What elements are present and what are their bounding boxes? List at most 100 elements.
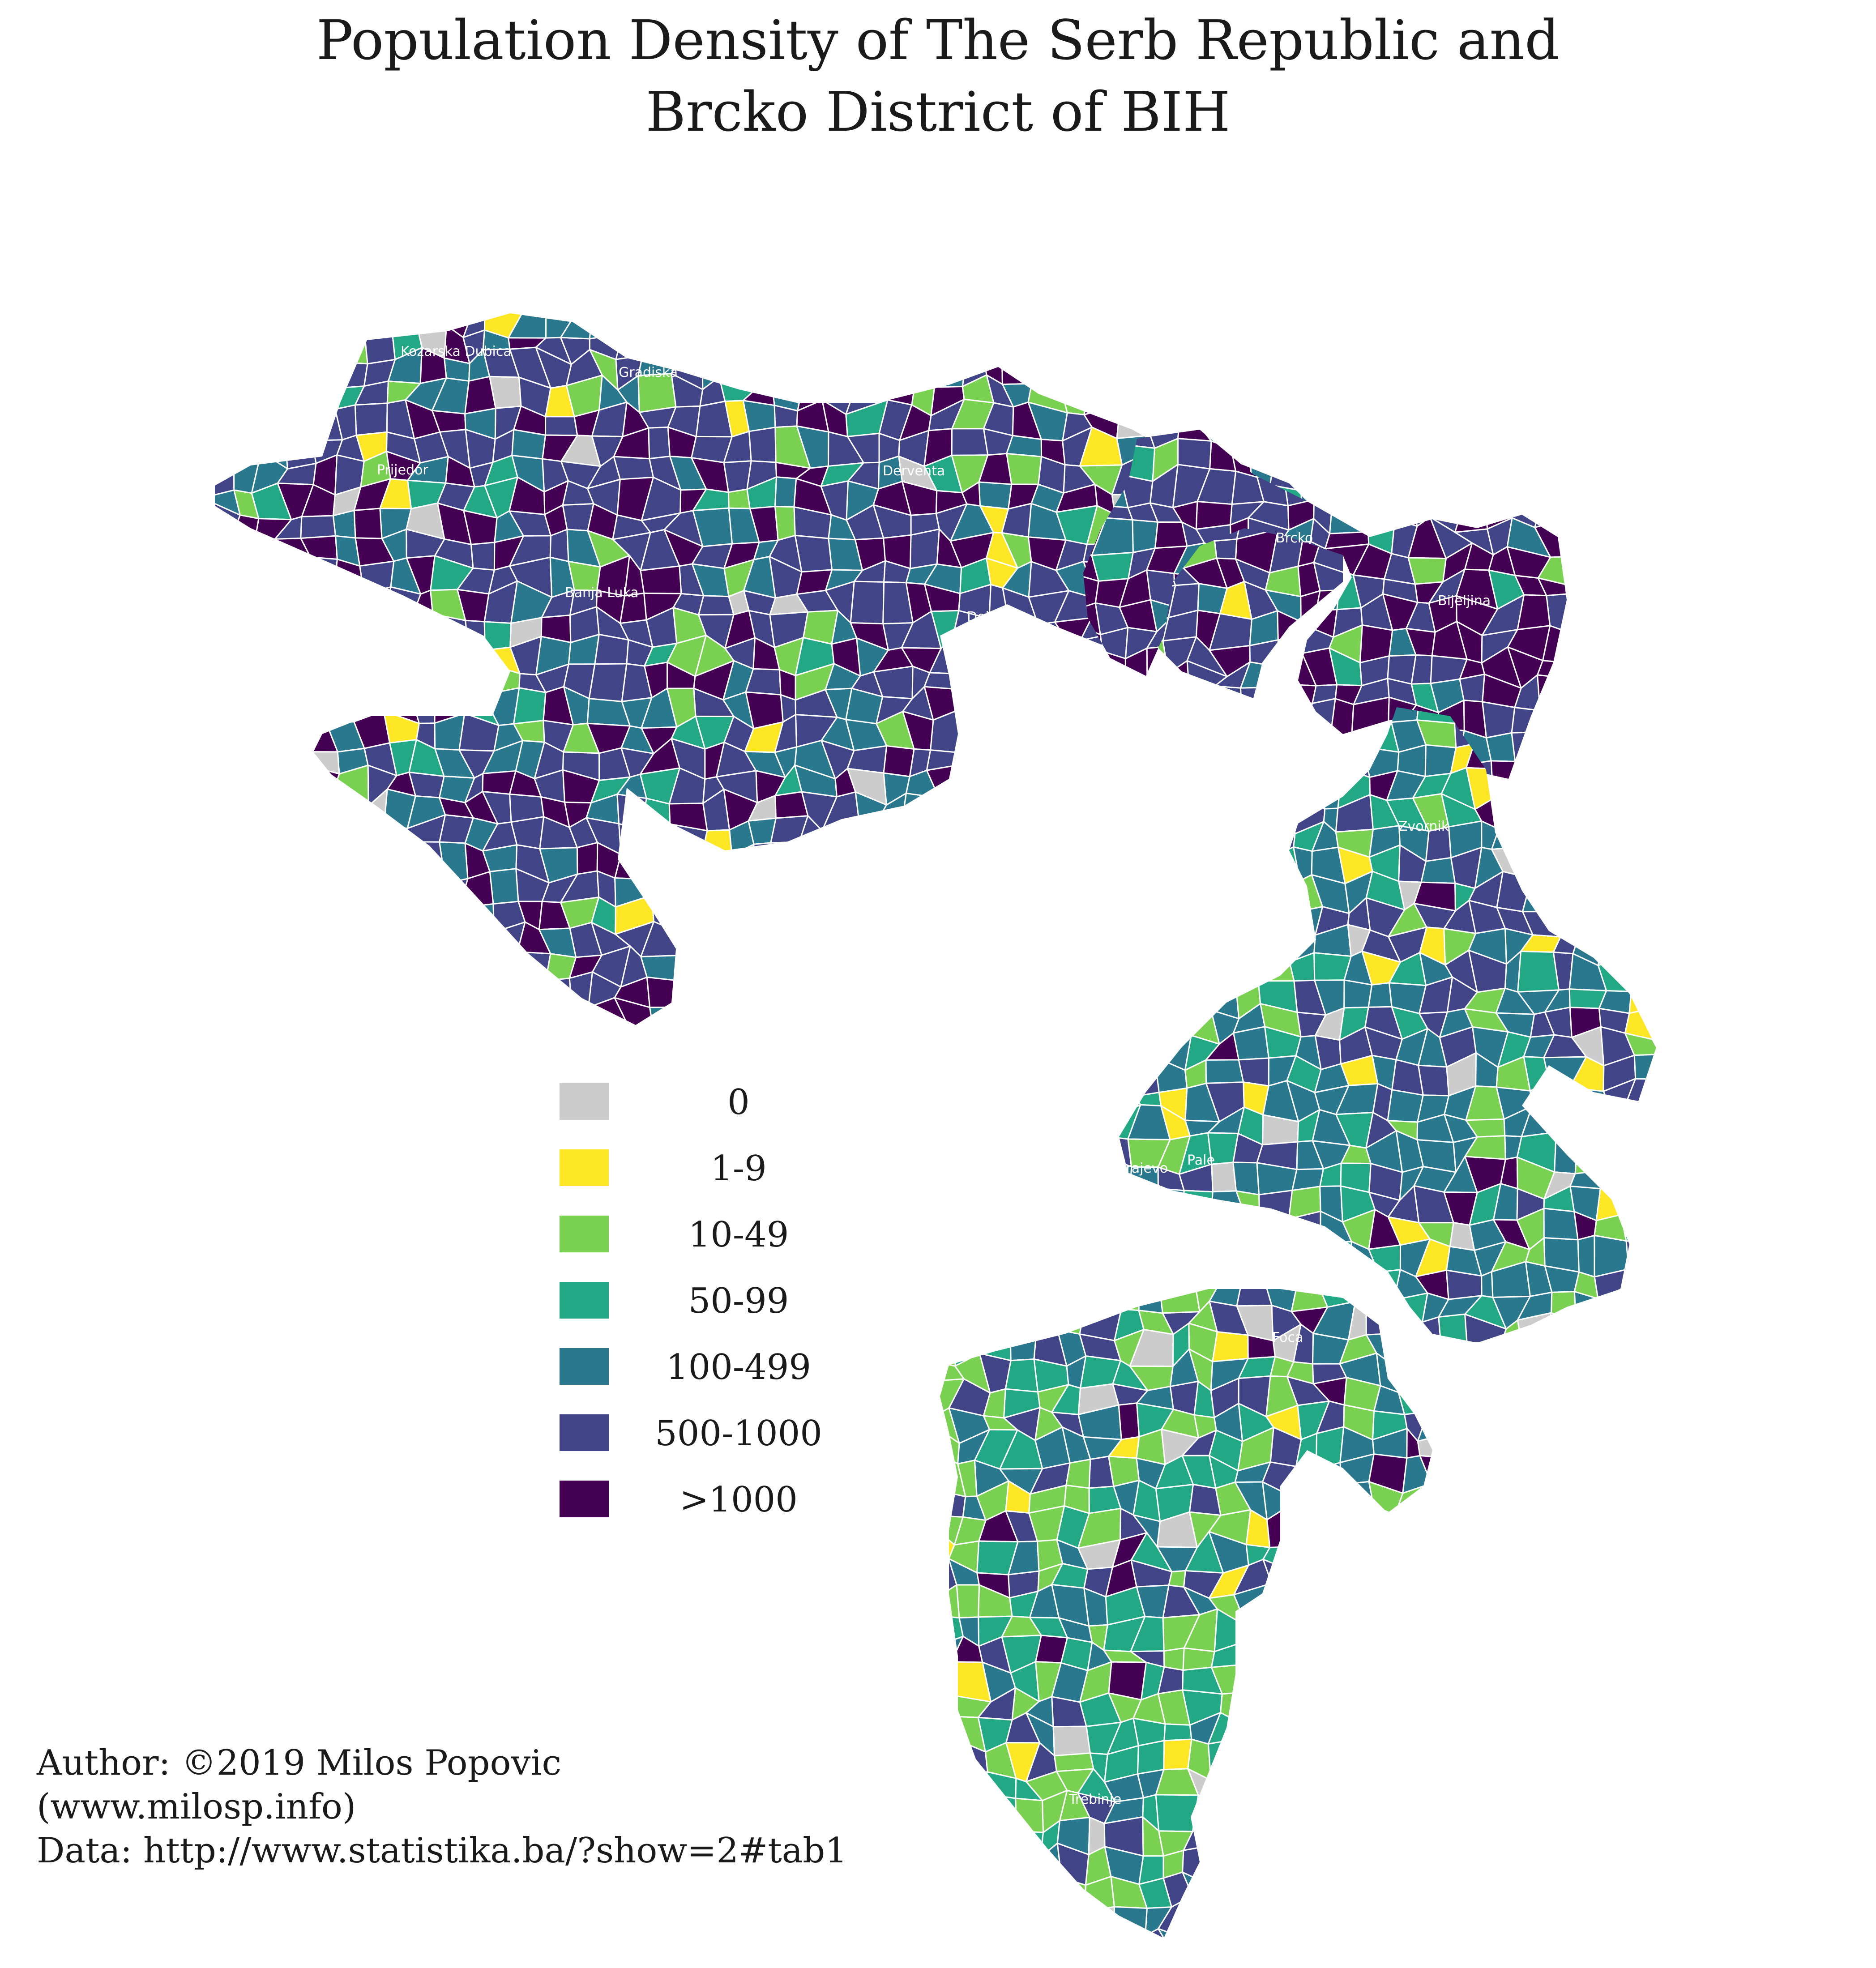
- municipality-region: [1551, 820, 1578, 860]
- municipality-region: [1213, 717, 1250, 760]
- municipality-region: [1598, 875, 1629, 901]
- municipality-region: [312, 1005, 344, 1025]
- municipality-region: [278, 374, 316, 405]
- municipality-region: [222, 403, 267, 430]
- municipality-region: [510, 978, 547, 1007]
- municipality-region: [252, 687, 291, 721]
- municipality-region: [225, 924, 257, 961]
- municipality-region: [1653, 1265, 1656, 1301]
- municipality-region: [1265, 926, 1294, 961]
- municipality-region: [1414, 1482, 1432, 1522]
- municipality-region: [215, 399, 225, 441]
- municipality-region: [1261, 896, 1301, 930]
- municipality-region: [1572, 502, 1596, 530]
- municipality-region: [992, 764, 1013, 806]
- municipality-region: [276, 742, 311, 774]
- municipality-region: [1028, 1842, 1062, 1878]
- municipality-region: [769, 333, 798, 366]
- municipality-region: [746, 921, 785, 962]
- municipality-region: [1250, 434, 1277, 465]
- municipality-region: [594, 634, 629, 665]
- municipality-region: [1365, 1530, 1407, 1565]
- municipality-region: [1454, 1753, 1483, 1775]
- municipality-region: [1257, 961, 1295, 982]
- municipality-region: [1013, 1023, 1046, 1025]
- municipality-region: [1189, 354, 1225, 386]
- legend-item: 10-49: [560, 1216, 873, 1256]
- municipality-region: [1302, 445, 1331, 478]
- municipality-region: [1365, 1505, 1407, 1543]
- municipality-region: [1451, 1532, 1477, 1574]
- municipality-region: [1119, 948, 1143, 993]
- municipality-region: [1298, 1690, 1326, 1727]
- municipality-region: [1206, 759, 1235, 779]
- municipality-region: [1085, 831, 1116, 857]
- municipality-region: [1620, 1107, 1656, 1147]
- municipality-region: [1267, 713, 1305, 747]
- municipality-region: [1000, 1289, 1038, 1300]
- municipality-region: [1652, 925, 1656, 961]
- municipality-region: [226, 1030, 265, 1063]
- municipality-region: [852, 930, 889, 960]
- municipality-region: [1001, 819, 1041, 849]
- municipality-region: [511, 429, 547, 460]
- municipality-region: [222, 595, 257, 617]
- municipality-region: [280, 684, 316, 721]
- municipality-region: [1288, 313, 1322, 325]
- credits-website: (www.milosp.info): [37, 1787, 356, 1827]
- municipality-region: [796, 883, 831, 906]
- municipality-region: [770, 815, 809, 844]
- municipality-region: [940, 1790, 958, 1835]
- municipality-region: [1511, 446, 1551, 482]
- municipality-region: [940, 1847, 966, 1883]
- municipality-region: [1395, 1819, 1427, 1858]
- municipality-region: [1275, 758, 1309, 779]
- municipality-region: [1365, 1298, 1405, 1336]
- municipality-region: [1237, 1823, 1272, 1859]
- municipality-region: [405, 931, 439, 949]
- municipality-region: [1135, 815, 1174, 846]
- municipality-region: [1183, 853, 1222, 886]
- municipality-region: [327, 360, 368, 388]
- municipality-region: [288, 921, 313, 962]
- municipality-region: [1414, 1368, 1451, 1398]
- municipality-region: [1034, 1930, 1064, 1938]
- municipality-region: [414, 867, 448, 901]
- municipality-region: [225, 959, 253, 983]
- municipality-region: [1425, 1853, 1432, 1884]
- municipality-region: [1486, 732, 1516, 762]
- municipality-region: [1211, 1161, 1237, 1193]
- municipality-region: [648, 427, 671, 460]
- municipality-region: [1451, 1895, 1483, 1926]
- municipality-region: [250, 996, 292, 1025]
- legend-swatch: [560, 1348, 609, 1385]
- municipality-region: [1649, 1170, 1656, 1196]
- municipality-region: [1053, 844, 1090, 880]
- municipality-region: [1577, 1234, 1595, 1278]
- municipality-region: [466, 1036, 500, 1060]
- municipality-region: [330, 658, 367, 698]
- municipality-region: [855, 840, 890, 884]
- municipality-region: [1291, 403, 1328, 435]
- municipality-region: [1180, 746, 1215, 779]
- municipality-region: [1177, 709, 1213, 742]
- municipality-region: [673, 971, 706, 1011]
- municipality-region: [951, 824, 991, 847]
- municipality-region: [1371, 1289, 1395, 1324]
- municipality-region: [1182, 1871, 1222, 1902]
- municipality-region: [1346, 1662, 1381, 1704]
- municipality-region: [1599, 1162, 1635, 1190]
- municipality-region: [1418, 1064, 1450, 1097]
- municipality-region: [255, 555, 281, 600]
- municipality-region: [1329, 732, 1368, 761]
- municipality-region: [1079, 1023, 1120, 1025]
- legend-label: 500-1000: [655, 1413, 822, 1454]
- municipality-region: [1523, 768, 1550, 809]
- legend-swatch: [560, 1481, 609, 1517]
- municipality-region: [989, 1846, 1013, 1877]
- city-label-doboj: Doboj: [967, 609, 1006, 625]
- municipality-region: [1347, 1712, 1378, 1747]
- municipality-region: [341, 1031, 368, 1057]
- municipality-region: [1597, 1370, 1624, 1409]
- municipality-region: [1137, 971, 1175, 1013]
